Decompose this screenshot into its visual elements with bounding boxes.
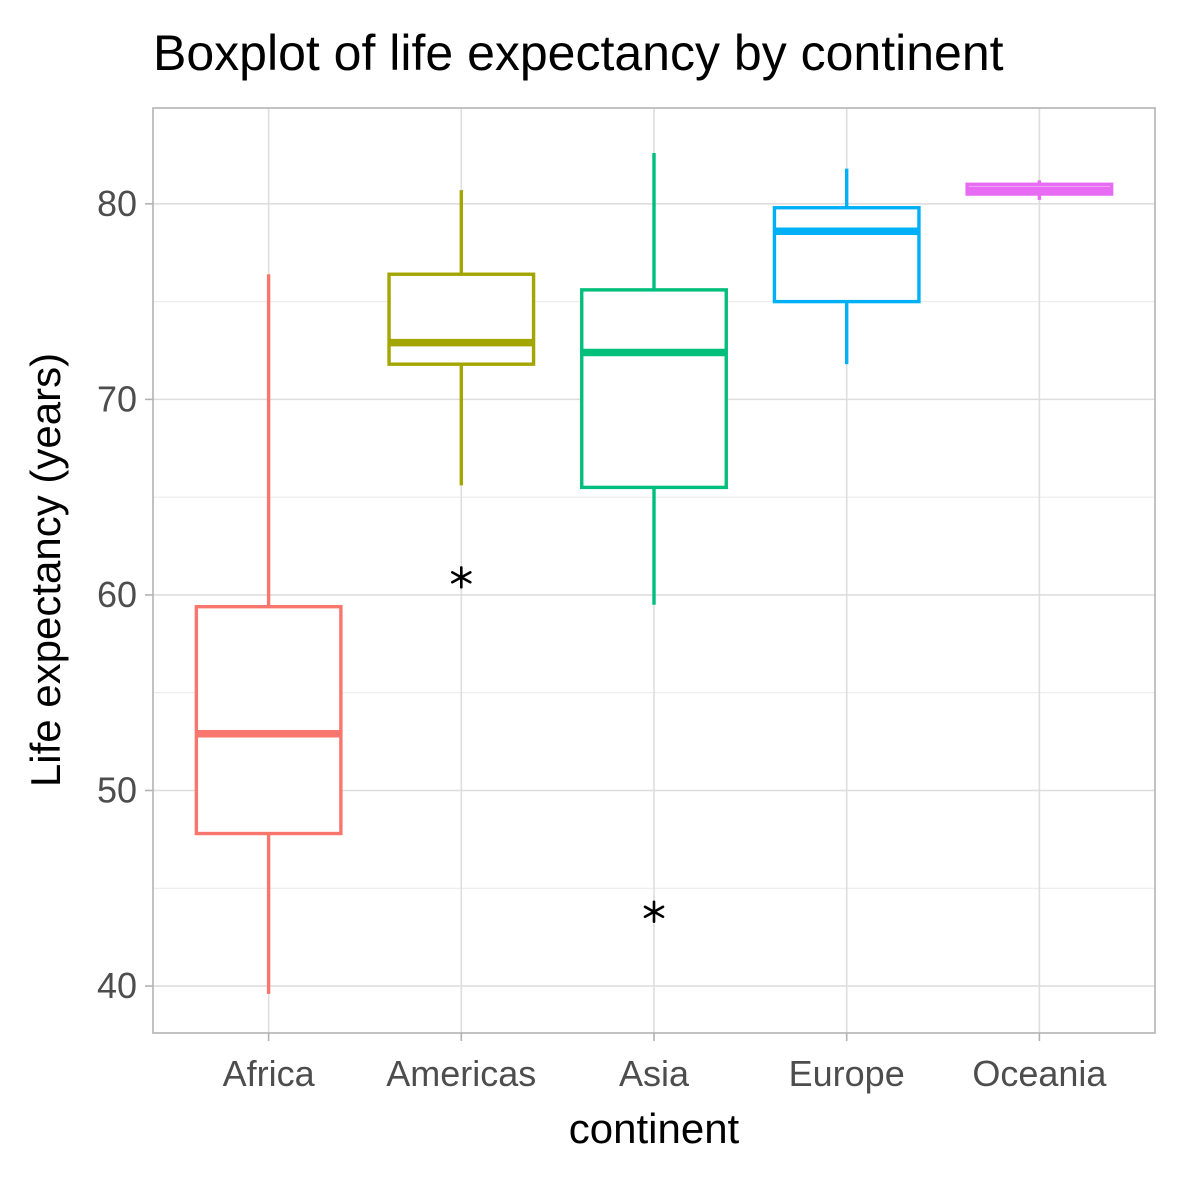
y-tick-label: 50 [97,770,137,811]
x-axis: Africa Americas Asia Europe Oceania [223,1033,1107,1094]
box-series [194,152,1114,994]
outlier-point [451,566,472,589]
y-tick-label: 70 [97,378,137,419]
box-iqr [580,288,728,490]
box-oceania [965,180,1114,200]
box-iqr [194,604,343,836]
outlier-stroke [451,571,472,584]
y-axis: 40 50 60 70 80 [97,183,153,1006]
box-africa [194,274,343,994]
x-tick-label: Oceania [972,1053,1107,1094]
box-europe [772,168,921,365]
box-iqr [772,206,921,304]
outlier-point [643,900,665,923]
x-tick-label: Africa [223,1053,316,1094]
x-tick-label: Americas [386,1053,536,1094]
box-americas [387,190,536,589]
x-tick-label: Europe [789,1053,905,1094]
y-tick-label: 80 [97,183,137,224]
y-axis-title: Life expectancy (years) [22,353,69,787]
x-tick-label: Asia [619,1053,690,1094]
y-tick-label: 60 [97,574,137,615]
outlier-stroke [643,905,665,919]
box-iqr [387,272,536,366]
y-tick-label: 40 [97,965,137,1006]
box-asia [580,152,728,923]
x-axis-title: continent [569,1105,740,1152]
chart-title: Boxplot of life expectancy by continent [153,25,1004,81]
